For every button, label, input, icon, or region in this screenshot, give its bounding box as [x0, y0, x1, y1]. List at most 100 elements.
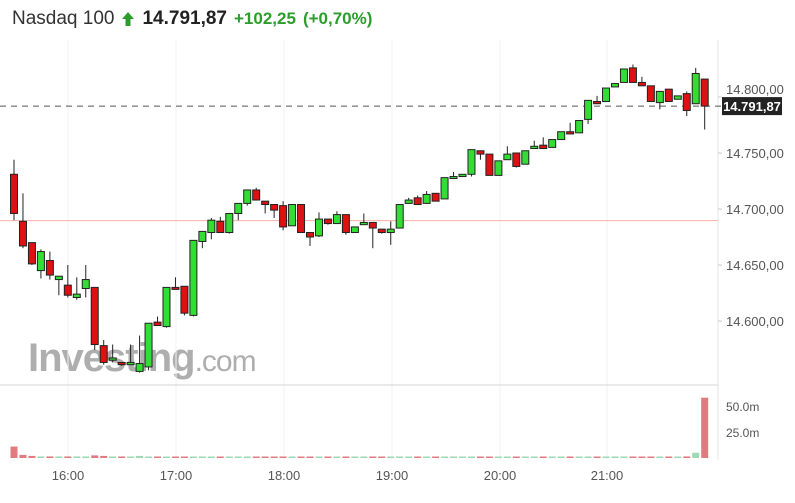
candle-body: [494, 160, 503, 176]
candle-body: [359, 221, 368, 226]
candle: [144, 322, 153, 371]
candle: [655, 90, 664, 110]
candle: [691, 67, 700, 105]
time-tick-label: 18:00: [268, 468, 301, 483]
candle-body: [108, 357, 117, 361]
volume-bar: [683, 456, 691, 458]
candle-body: [350, 226, 359, 234]
volume-bar: [701, 397, 709, 458]
candle-body: [404, 199, 413, 204]
volume-bar: [378, 456, 386, 458]
candle: [189, 239, 198, 317]
candle-body: [198, 230, 207, 242]
volume-bar: [692, 452, 700, 458]
volume-bar: [593, 456, 601, 458]
candle-body: [314, 218, 323, 237]
candle-body: [512, 152, 521, 167]
candle: [476, 150, 485, 160]
candle-body: [440, 177, 449, 200]
volume-bar: [127, 456, 135, 458]
volume-bar: [28, 455, 36, 458]
price-change: +102,25: [234, 9, 296, 28]
candle-body: [323, 218, 332, 225]
candle-body: [117, 361, 126, 366]
candle: [449, 172, 458, 180]
volume-bar: [73, 456, 81, 458]
candle-body: [521, 150, 530, 165]
candle: [557, 131, 566, 141]
candle: [270, 204, 279, 218]
candle-body: [45, 260, 54, 276]
candle: [341, 214, 350, 235]
candle: [673, 95, 682, 100]
volume-bar: [270, 456, 278, 458]
candle: [279, 201, 288, 231]
candle: [602, 87, 611, 102]
volume-bar: [162, 456, 170, 458]
candle-body: [539, 144, 548, 150]
candle-body: [386, 228, 395, 234]
candle: [610, 83, 619, 88]
candle: [90, 286, 99, 351]
candle: [440, 177, 449, 200]
candle-body: [700, 78, 709, 107]
volume-bar: [647, 456, 655, 458]
candle: [243, 189, 252, 206]
volume-bar: [450, 456, 458, 458]
candle-body: [503, 153, 512, 161]
candle: [619, 68, 628, 83]
candle: [413, 195, 422, 206]
candle-body: [530, 145, 539, 150]
candle-body: [171, 286, 180, 290]
candle-body: [36, 251, 45, 272]
candle: [36, 249, 45, 279]
candle-body: [63, 284, 72, 296]
candle: [584, 99, 593, 124]
price-tick-label: 14.600,00: [726, 314, 784, 329]
candle: [512, 152, 521, 168]
candle-body: [261, 200, 270, 206]
arrow-up-icon: [122, 12, 135, 26]
candle: [467, 149, 476, 177]
volume-bar: [252, 456, 260, 458]
candle-body: [476, 150, 485, 155]
candle-body: [458, 173, 467, 178]
candle-body: [673, 95, 682, 100]
candle-body: [431, 192, 440, 202]
candle: [171, 277, 180, 290]
candle-body: [54, 275, 63, 281]
candle-body: [395, 204, 404, 229]
candle-body: [377, 228, 386, 234]
volume-bar: [414, 456, 422, 458]
volume-bar: [548, 456, 556, 458]
candle-body: [252, 189, 261, 201]
volume-bar: [91, 455, 99, 458]
volume-bar: [207, 456, 215, 458]
candle-body: [610, 83, 619, 88]
candle: [404, 197, 413, 204]
candle-body: [162, 286, 171, 328]
volume-bar: [288, 456, 296, 458]
volume-bar: [37, 456, 45, 458]
candle-body: [144, 322, 153, 368]
volume-bar: [225, 456, 233, 458]
candle: [359, 213, 368, 226]
candle: [261, 200, 270, 214]
candle-body: [682, 93, 691, 111]
candle-body: [413, 197, 422, 206]
candle: [63, 265, 72, 298]
candle-body: [270, 204, 279, 211]
volume-tick-label: 25.0m: [726, 426, 759, 440]
volume-bar: [476, 456, 484, 458]
candle-body: [368, 221, 377, 229]
candle: [117, 361, 126, 366]
volume-bar: [145, 456, 153, 458]
candle: [332, 211, 341, 225]
volume-bar: [387, 456, 395, 458]
volume-bar: [602, 456, 610, 458]
volume-bar: [494, 456, 502, 458]
candle: [521, 150, 530, 165]
candle: [81, 265, 90, 298]
candle: [314, 212, 323, 237]
